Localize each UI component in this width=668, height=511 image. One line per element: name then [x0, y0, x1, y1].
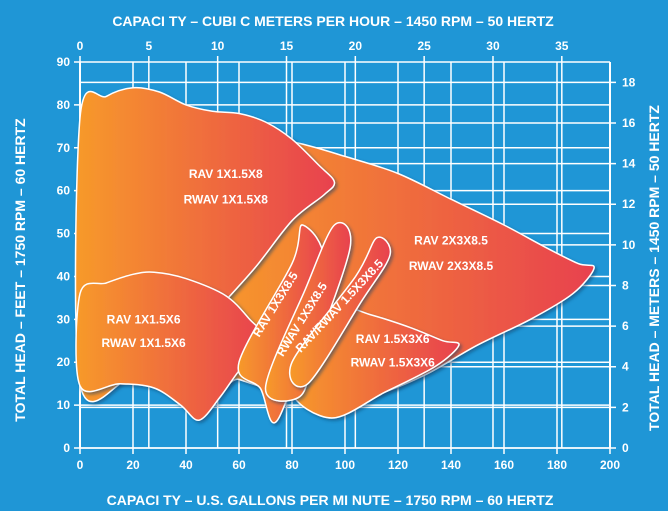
y-left-tick-label: 70: [57, 141, 71, 155]
region-label: RWAV 1.5X3X6: [351, 356, 436, 370]
x-bottom-tick-label: 0: [77, 458, 84, 472]
region-label: RAV 1X1.5X6: [107, 313, 181, 327]
x-bottom-tick-label: 120: [388, 458, 408, 472]
y-right-tick-label: 4: [622, 360, 629, 374]
x-bottom-tick-label: 80: [285, 458, 299, 472]
y-right-tick-label: 8: [622, 278, 629, 292]
x-bottom-tick-label: 200: [600, 458, 620, 472]
y-right-tick-label: 16: [622, 116, 636, 130]
x-bottom-tick-label: 100: [335, 458, 355, 472]
x-bottom-tick-label: 160: [494, 458, 514, 472]
x-top-tick-label: 5: [145, 39, 152, 53]
y-right-tick-label: 0: [622, 441, 629, 455]
y-right-tick-label: 10: [622, 238, 636, 252]
y-left-tick-label: 20: [57, 355, 71, 369]
y-right-tick-label: 6: [622, 319, 629, 333]
region-label: RWAV 1X1.5X8: [184, 193, 269, 207]
y-right-tick-label: 14: [622, 157, 636, 171]
right-axis-title: TOTAL HEAD – METERS – 1450 RPM – 50 HERT…: [646, 105, 662, 431]
x-bottom-tick-label: 60: [232, 458, 246, 472]
y-left-tick-label: 90: [57, 55, 71, 69]
y-right-tick-label: 12: [622, 197, 636, 211]
x-top-tick-label: 10: [211, 39, 225, 53]
region-label: RWAV 1X1.5X6: [101, 336, 186, 350]
y-left-tick-label: 40: [57, 269, 71, 283]
x-top-tick-label: 20: [349, 39, 363, 53]
region-label: RWAV 2X3X8.5: [409, 259, 494, 273]
top-axis-title: CAPACI TY – CUBI C METERS PER HOUR – 145…: [112, 13, 554, 29]
left-axis-title: TOTAL HEAD – FEET – 1750 RPM – 60 HERTZ: [12, 118, 28, 422]
region-5: [264, 221, 352, 402]
x-top-tick-label: 25: [417, 39, 431, 53]
x-top-tick-label: 35: [555, 39, 569, 53]
x-bottom-tick-label: 40: [179, 458, 193, 472]
region-6: [288, 236, 392, 388]
x-bottom-tick-label: 180: [547, 458, 567, 472]
performance-regions: [74, 86, 595, 424]
region-label: RAV 2X3X8.5: [414, 233, 488, 247]
y-left-tick-label: 60: [57, 184, 71, 198]
x-bottom-tick-label: 20: [126, 458, 140, 472]
y-left-tick-label: 0: [63, 441, 70, 455]
y-right-tick-label: 18: [622, 75, 636, 89]
y-left-tick-label: 50: [57, 227, 71, 241]
x-top-tick-label: 0: [77, 39, 84, 53]
y-left-tick-label: 30: [57, 312, 71, 326]
y-left-tick-label: 10: [57, 398, 71, 412]
y-right-tick-label: 2: [622, 400, 629, 414]
bottom-axis-title: CAPACI TY – U.S. GALLONS PER MI NUTE – 1…: [107, 492, 554, 508]
x-bottom-tick-label: 140: [441, 458, 461, 472]
region-label: RAV 1.5X3X6: [356, 332, 430, 346]
y-left-tick-label: 80: [57, 98, 71, 112]
x-top-tick-label: 15: [280, 39, 294, 53]
x-top-tick-label: 30: [486, 39, 500, 53]
region-label: RAV 1X1.5X8: [189, 167, 263, 181]
